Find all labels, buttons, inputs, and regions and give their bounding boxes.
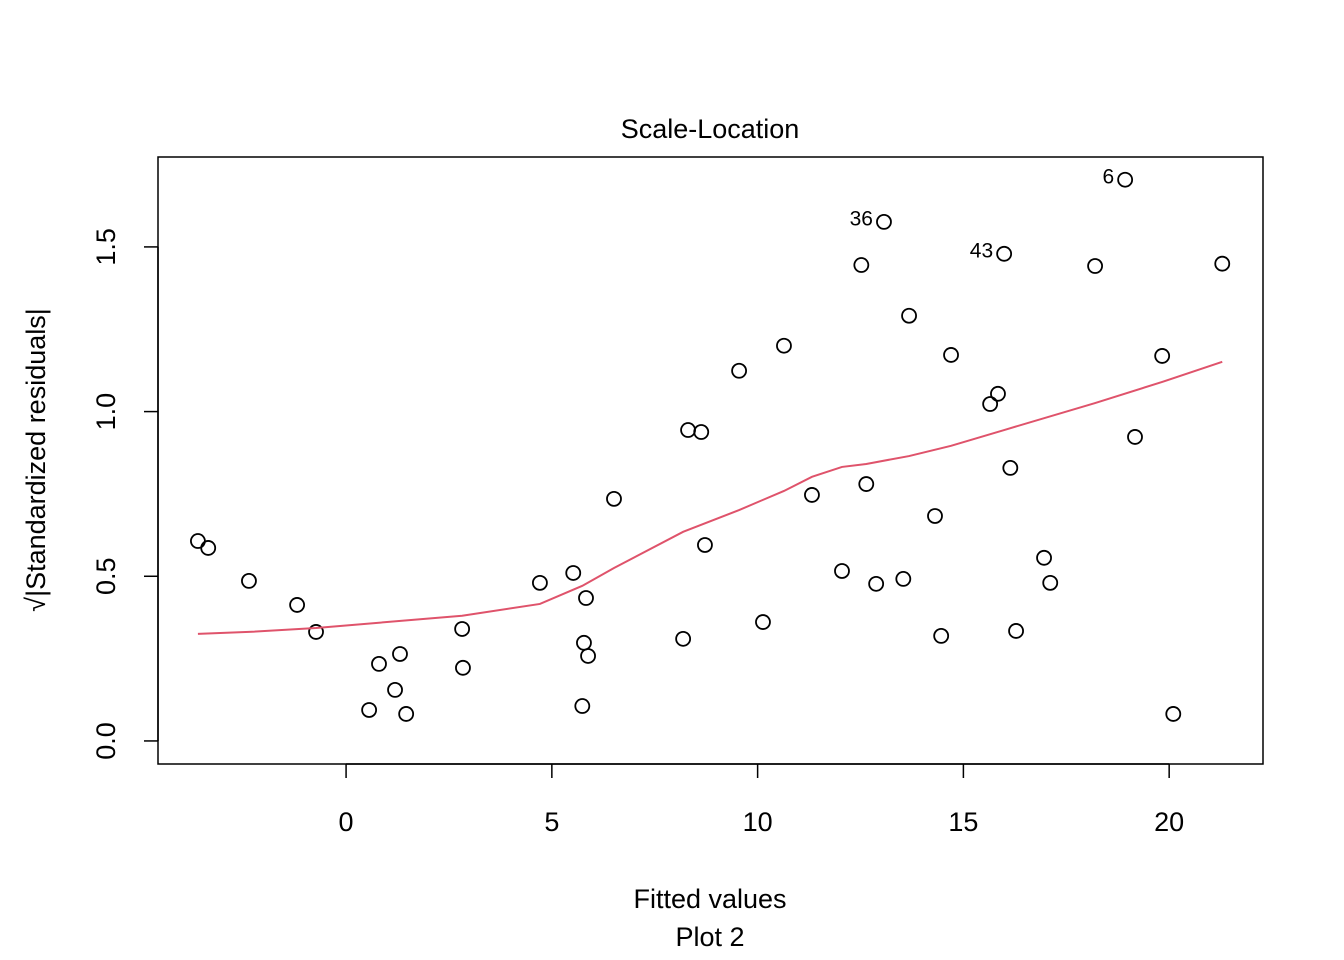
point [933,627,950,644]
x-tick-label: 0 [339,807,354,837]
point [387,681,403,698]
point [853,257,870,273]
point [308,624,324,640]
point [693,424,710,440]
point [454,621,471,637]
y-tick-label: 1.0 [91,393,121,431]
point [1127,429,1143,445]
point [241,572,257,589]
point [1042,574,1059,591]
point-label: 43 [970,239,993,262]
point [868,575,885,592]
point [1002,460,1019,476]
point [371,655,387,672]
point [565,565,582,581]
plot-frame [157,156,1264,765]
point [895,571,912,587]
point [901,307,917,324]
point [532,574,548,591]
point [858,476,875,492]
point [1154,348,1171,364]
point [606,490,622,507]
point [982,396,999,412]
point-label: 36 [850,207,873,230]
point [804,487,820,503]
x-tick-label: 10 [743,807,773,837]
point [1008,623,1024,639]
point [943,347,959,363]
x-tick-label: 15 [948,807,978,837]
point [578,590,594,606]
point [996,245,1013,262]
point [576,634,592,651]
point [876,213,892,230]
chart-title: Scale-Location [621,114,800,144]
point [990,385,1006,402]
smooth-line [197,360,1223,635]
point [1036,549,1052,566]
point [361,702,378,718]
point [455,659,471,676]
point [1165,706,1182,722]
point [200,540,217,556]
point [1087,258,1103,274]
x-tick-label: 5 [544,807,559,837]
point [190,533,206,549]
point [731,362,748,379]
y-tick-label: 1.5 [91,228,121,266]
y-axis-label: √|Standardized residuals| [21,308,51,612]
x-axis-label: Fitted values [633,884,786,914]
point [697,537,713,553]
point [675,630,692,647]
point [398,706,415,722]
subtitle: Plot 2 [675,922,744,952]
point [927,508,943,524]
point-label: 6 [1102,165,1114,188]
x-tick-label: 20 [1154,807,1184,837]
y-tick-label: 0.5 [91,557,121,595]
point [776,337,792,354]
point [1117,171,1134,188]
point [574,698,591,714]
y-tick-label: 0.0 [91,722,121,760]
point [680,422,696,438]
point [834,563,850,579]
point [289,597,306,613]
point [392,646,408,662]
point [580,648,596,664]
point [1214,255,1231,272]
point [755,614,771,630]
